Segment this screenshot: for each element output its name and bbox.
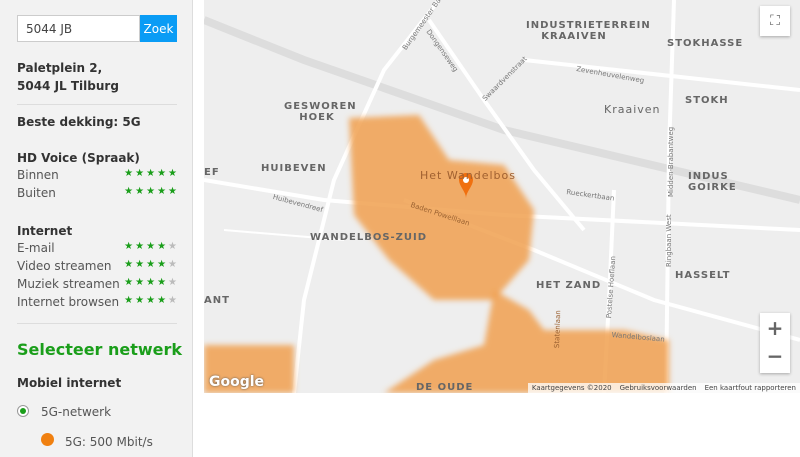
fullscreen-button[interactable]: ⛶ bbox=[760, 6, 790, 36]
star-rating: ★★★★★ bbox=[124, 277, 179, 291]
star-empty-icon: ★ bbox=[168, 241, 179, 252]
rating-row: Binnen ★★★★★ bbox=[17, 168, 179, 182]
area-label-text: INDUSTRIETERREIN KRAAIVEN bbox=[526, 20, 651, 42]
star-rating: ★★★★★ bbox=[124, 259, 179, 273]
network-radio[interactable] bbox=[17, 405, 29, 417]
map-canvas bbox=[204, 0, 800, 393]
zoom-control: + − bbox=[760, 313, 790, 373]
area-label: DE OUDE bbox=[416, 382, 474, 393]
rating-label: E-mail bbox=[17, 241, 55, 255]
star-filled-icon: ★ bbox=[135, 168, 147, 179]
internet-title: Internet bbox=[17, 224, 73, 238]
terms-link[interactable]: Gebruiksvoorwaarden bbox=[619, 384, 697, 392]
rating-row: Buiten ★★★★★ bbox=[17, 186, 179, 200]
rating-row: Muziek streamen ★★★★★ bbox=[17, 277, 179, 291]
star-filled-icon: ★ bbox=[124, 277, 136, 288]
star-filled-icon: ★ bbox=[135, 241, 147, 252]
best-coverage: Beste dekking: 5G bbox=[17, 115, 141, 129]
star-filled-icon: ★ bbox=[157, 186, 169, 197]
google-logo: Google bbox=[209, 374, 265, 390]
road-label: Midden-Brabantweg bbox=[667, 126, 675, 197]
star-filled-icon: ★ bbox=[146, 259, 158, 270]
star-filled-icon: ★ bbox=[124, 168, 136, 179]
area-label: ANT bbox=[204, 295, 230, 306]
divider bbox=[17, 104, 177, 105]
mobile-internet-title: Mobiel internet bbox=[17, 376, 122, 390]
star-filled-icon: ★ bbox=[124, 259, 136, 270]
road-label: Ringbaan West bbox=[665, 214, 673, 267]
star-filled-icon: ★ bbox=[146, 277, 158, 288]
star-filled-icon: ★ bbox=[146, 295, 158, 306]
map-data-credit: Kaartgegevens ©2020 bbox=[531, 384, 612, 392]
zoom-in-button[interactable]: + bbox=[766, 316, 784, 340]
star-filled-icon: ★ bbox=[124, 186, 136, 197]
location-marker-icon[interactable] bbox=[459, 173, 473, 198]
area-label: HUIBEVEN bbox=[261, 163, 327, 174]
search-button[interactable]: Zoek bbox=[140, 15, 177, 42]
area-label: HASSELT bbox=[675, 270, 731, 281]
star-filled-icon: ★ bbox=[124, 241, 136, 252]
star-filled-icon: ★ bbox=[135, 259, 147, 270]
rating-row: Video streamen ★★★★★ bbox=[17, 259, 179, 273]
star-filled-icon: ★ bbox=[146, 168, 158, 179]
legend-label: 5G: 500 Mbit/s bbox=[65, 435, 153, 449]
postcode-input[interactable] bbox=[17, 15, 140, 42]
area-label: HET ZAND bbox=[536, 280, 602, 291]
zoom-out-button[interactable]: − bbox=[766, 344, 784, 368]
rating-row: Internet browsen ★★★★★ bbox=[17, 295, 179, 309]
coverage-map[interactable]: INDUSTRIETERREIN KRAAIVEN STOKHASSE STOK… bbox=[204, 0, 800, 393]
area-label: EF bbox=[204, 167, 220, 178]
address: Paletplein 2, 5044 JL Tilburg bbox=[17, 59, 119, 95]
star-filled-icon: ★ bbox=[157, 241, 169, 252]
star-filled-icon: ★ bbox=[146, 186, 158, 197]
hd-voice-title: HD Voice (Spraak) bbox=[17, 151, 140, 165]
report-error-link[interactable]: Een kaartfout rapporteren bbox=[704, 384, 796, 392]
rating-label: Internet browsen bbox=[17, 295, 120, 309]
star-filled-icon: ★ bbox=[157, 259, 169, 270]
star-filled-icon: ★ bbox=[135, 186, 147, 197]
address-line2: 5044 JL Tilburg bbox=[17, 79, 119, 93]
place-label: Het Wandelbos bbox=[420, 169, 516, 182]
area-label: INDUS GOIRKE bbox=[688, 171, 737, 193]
area-label: INDUSTRIETERREIN KRAAIVEN bbox=[526, 20, 651, 42]
star-rating: ★★★★★ bbox=[124, 295, 179, 309]
area-label: STOKHASSE bbox=[667, 38, 744, 49]
legend-dot-icon bbox=[41, 433, 54, 446]
network-option-label[interactable]: 5G-netwerk bbox=[41, 405, 112, 419]
place-label: Kraaiven bbox=[604, 103, 661, 116]
address-line1: Paletplein 2, bbox=[17, 61, 103, 75]
star-empty-icon: ★ bbox=[168, 259, 179, 270]
area-label: WANDELBOS-ZUID bbox=[310, 232, 428, 243]
rating-label: Muziek streamen bbox=[17, 277, 120, 291]
star-rating: ★★★★★ bbox=[124, 241, 179, 255]
map-footer: Kaartgegevens ©2020 Gebruiksvoorwaarden … bbox=[527, 383, 800, 393]
star-filled-icon: ★ bbox=[157, 168, 169, 179]
rating-row: E-mail ★★★★★ bbox=[17, 241, 179, 255]
star-rating: ★★★★★ bbox=[124, 186, 179, 200]
fullscreen-icon: ⛶ bbox=[770, 13, 780, 29]
star-filled-icon: ★ bbox=[157, 295, 169, 306]
star-filled-icon: ★ bbox=[135, 277, 147, 288]
star-rating: ★★★★★ bbox=[124, 168, 179, 182]
area-label: STOKH bbox=[685, 95, 729, 106]
star-filled-icon: ★ bbox=[168, 168, 179, 179]
star-filled-icon: ★ bbox=[135, 295, 147, 306]
sidebar: Zoek Paletplein 2, 5044 JL Tilburg Beste … bbox=[0, 0, 193, 457]
rating-label: Binnen bbox=[17, 168, 59, 182]
star-filled-icon: ★ bbox=[124, 295, 136, 306]
search-form: Zoek bbox=[17, 15, 177, 42]
road-label: Statenlaan bbox=[553, 310, 563, 349]
star-filled-icon: ★ bbox=[146, 241, 158, 252]
star-empty-icon: ★ bbox=[168, 295, 179, 306]
star-filled-icon: ★ bbox=[157, 277, 169, 288]
star-empty-icon: ★ bbox=[168, 277, 179, 288]
area-label: GESWOREN HOEK bbox=[284, 101, 357, 123]
coverage-overlay bbox=[204, 115, 669, 393]
star-filled-icon: ★ bbox=[168, 186, 179, 197]
rating-label: Video streamen bbox=[17, 259, 112, 273]
select-network-heading: Selecteer netwerk bbox=[17, 340, 183, 359]
rating-label: Buiten bbox=[17, 186, 56, 200]
divider bbox=[17, 323, 177, 324]
